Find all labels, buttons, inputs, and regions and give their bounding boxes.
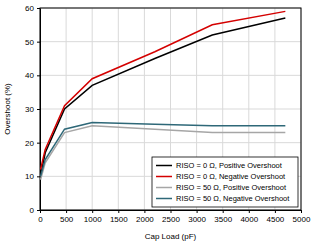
x-axis-title: Cap Load (pF) (145, 232, 197, 241)
tick-label: 3500 (214, 215, 232, 224)
tick-label: 40 (25, 71, 34, 80)
grid (40, 8, 301, 210)
tick: 0 (38, 210, 43, 224)
tick: 10 (25, 172, 40, 181)
tick-label: 30 (25, 105, 34, 114)
tick-label: 20 (25, 139, 34, 148)
plot-frame (40, 8, 301, 210)
grid-line (118, 8, 119, 210)
legend-swatch (156, 176, 172, 178)
lines (41, 11, 286, 179)
tick-label: 2000 (136, 215, 154, 224)
y-axis-title: Overshoot (%) (3, 83, 12, 135)
tick: 40 (25, 71, 40, 80)
legend-swatch (156, 187, 172, 189)
legend-label: RISO = 0 Ω, Negative Overshoot (176, 172, 286, 181)
tick-label: 50 (25, 38, 34, 47)
legend-swatch (156, 165, 172, 167)
tick: 50 (25, 38, 40, 47)
tick: 1000 (84, 210, 102, 224)
tick-label: 1000 (84, 215, 102, 224)
legend-label: RISO = 50 Ω, Negative Overshoot (176, 194, 290, 203)
tick-label: 3000 (188, 215, 206, 224)
tick-label: 4000 (240, 215, 258, 224)
tick-label: 500 (60, 215, 74, 224)
legend-label: RISO = 50 Ω, Positive Overshoot (176, 183, 287, 192)
tick-label: 5000 (293, 215, 311, 224)
tick: 1500 (110, 210, 128, 224)
legend: RISO = 0 Ω, Positive Overshoot RISO = 0 Ω… (152, 157, 298, 207)
legend-swatch (156, 198, 172, 200)
tick-label: 0 (38, 215, 43, 224)
tick: 2500 (162, 210, 180, 224)
chart: 0500100015002000250030003500400045005000… (0, 0, 321, 243)
x-axis: 0 500 1000 1500 2000 2500 3000 3500 4000 4500 5000 (38, 210, 311, 224)
y-axis: 0 10 20 30 40 50 60 (25, 4, 40, 215)
legend-box (152, 157, 298, 207)
tick: 5000 (293, 210, 311, 224)
tick-label: 1500 (110, 215, 128, 224)
grid-line (92, 8, 93, 210)
tick: 0 (30, 206, 40, 215)
tick: 500 (60, 210, 74, 224)
tick-label: 60 (25, 4, 34, 13)
legend-label: RISO = 0 Ω, Positive Overshoot (176, 161, 283, 170)
tick: 4000 (240, 210, 258, 224)
plot: 0500100015002000250030003500400045005000… (25, 4, 311, 224)
series-line (41, 11, 286, 169)
tick-label: 2500 (162, 215, 180, 224)
grid-line (66, 8, 67, 210)
grid-line (144, 8, 145, 210)
tick: 3500 (214, 210, 232, 224)
tick: 60 (25, 4, 40, 13)
tick-label: 0 (30, 206, 35, 215)
tick-label: 4500 (267, 215, 285, 224)
tick: 4500 (267, 210, 285, 224)
tick: 3000 (188, 210, 206, 224)
tick-label: 10 (25, 172, 34, 181)
series-line (41, 18, 286, 176)
tick: 20 (25, 139, 40, 148)
tick: 30 (25, 105, 40, 114)
tick: 2000 (136, 210, 154, 224)
